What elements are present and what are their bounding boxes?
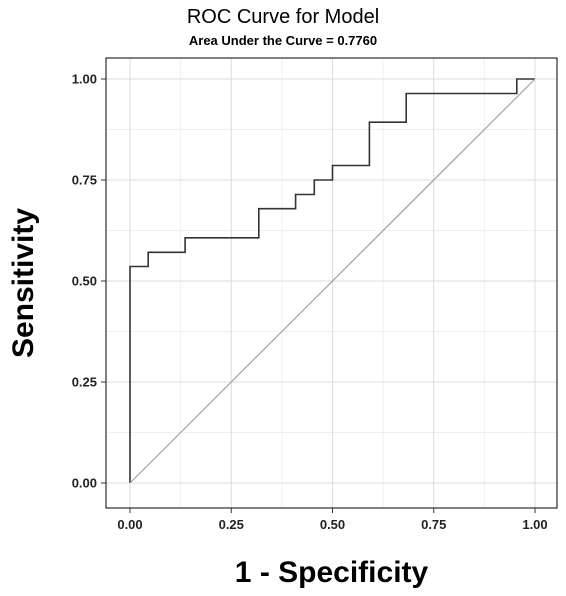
x-tick-label: 0.00 (117, 517, 142, 532)
y-axis-title: Sensitivity (7, 208, 40, 358)
plot-series (129, 78, 536, 484)
x-tick-label: 0.50 (320, 517, 345, 532)
reference-diagonal-line (129, 78, 536, 484)
y-tick-label: 1.00 (72, 72, 97, 87)
y-tick-label: 0.75 (72, 173, 97, 188)
x-axis-title: 1 - Specificity (235, 556, 429, 589)
x-tick-label: 0.25 (219, 517, 244, 532)
x-tick-label: 1.00 (522, 517, 547, 532)
y-tick-label: 0.25 (72, 375, 97, 390)
y-tick-label: 0.50 (72, 274, 97, 289)
chart-title: ROC Curve for Model (186, 6, 380, 28)
y-tick-label: 0.00 (72, 476, 97, 491)
roc-curve-line (129, 78, 535, 483)
chart-subtitle: Area Under the Curve = 0.7760 (188, 33, 378, 48)
axis-ticks: 0.00 0.25 0.50 0.75 1.00 0.00 0.25 0.50 0.75 1.00 (72, 72, 548, 533)
plot-frame (105, 57, 558, 509)
grid-lines (106, 58, 557, 508)
x-tick-label: 0.75 (421, 517, 446, 532)
